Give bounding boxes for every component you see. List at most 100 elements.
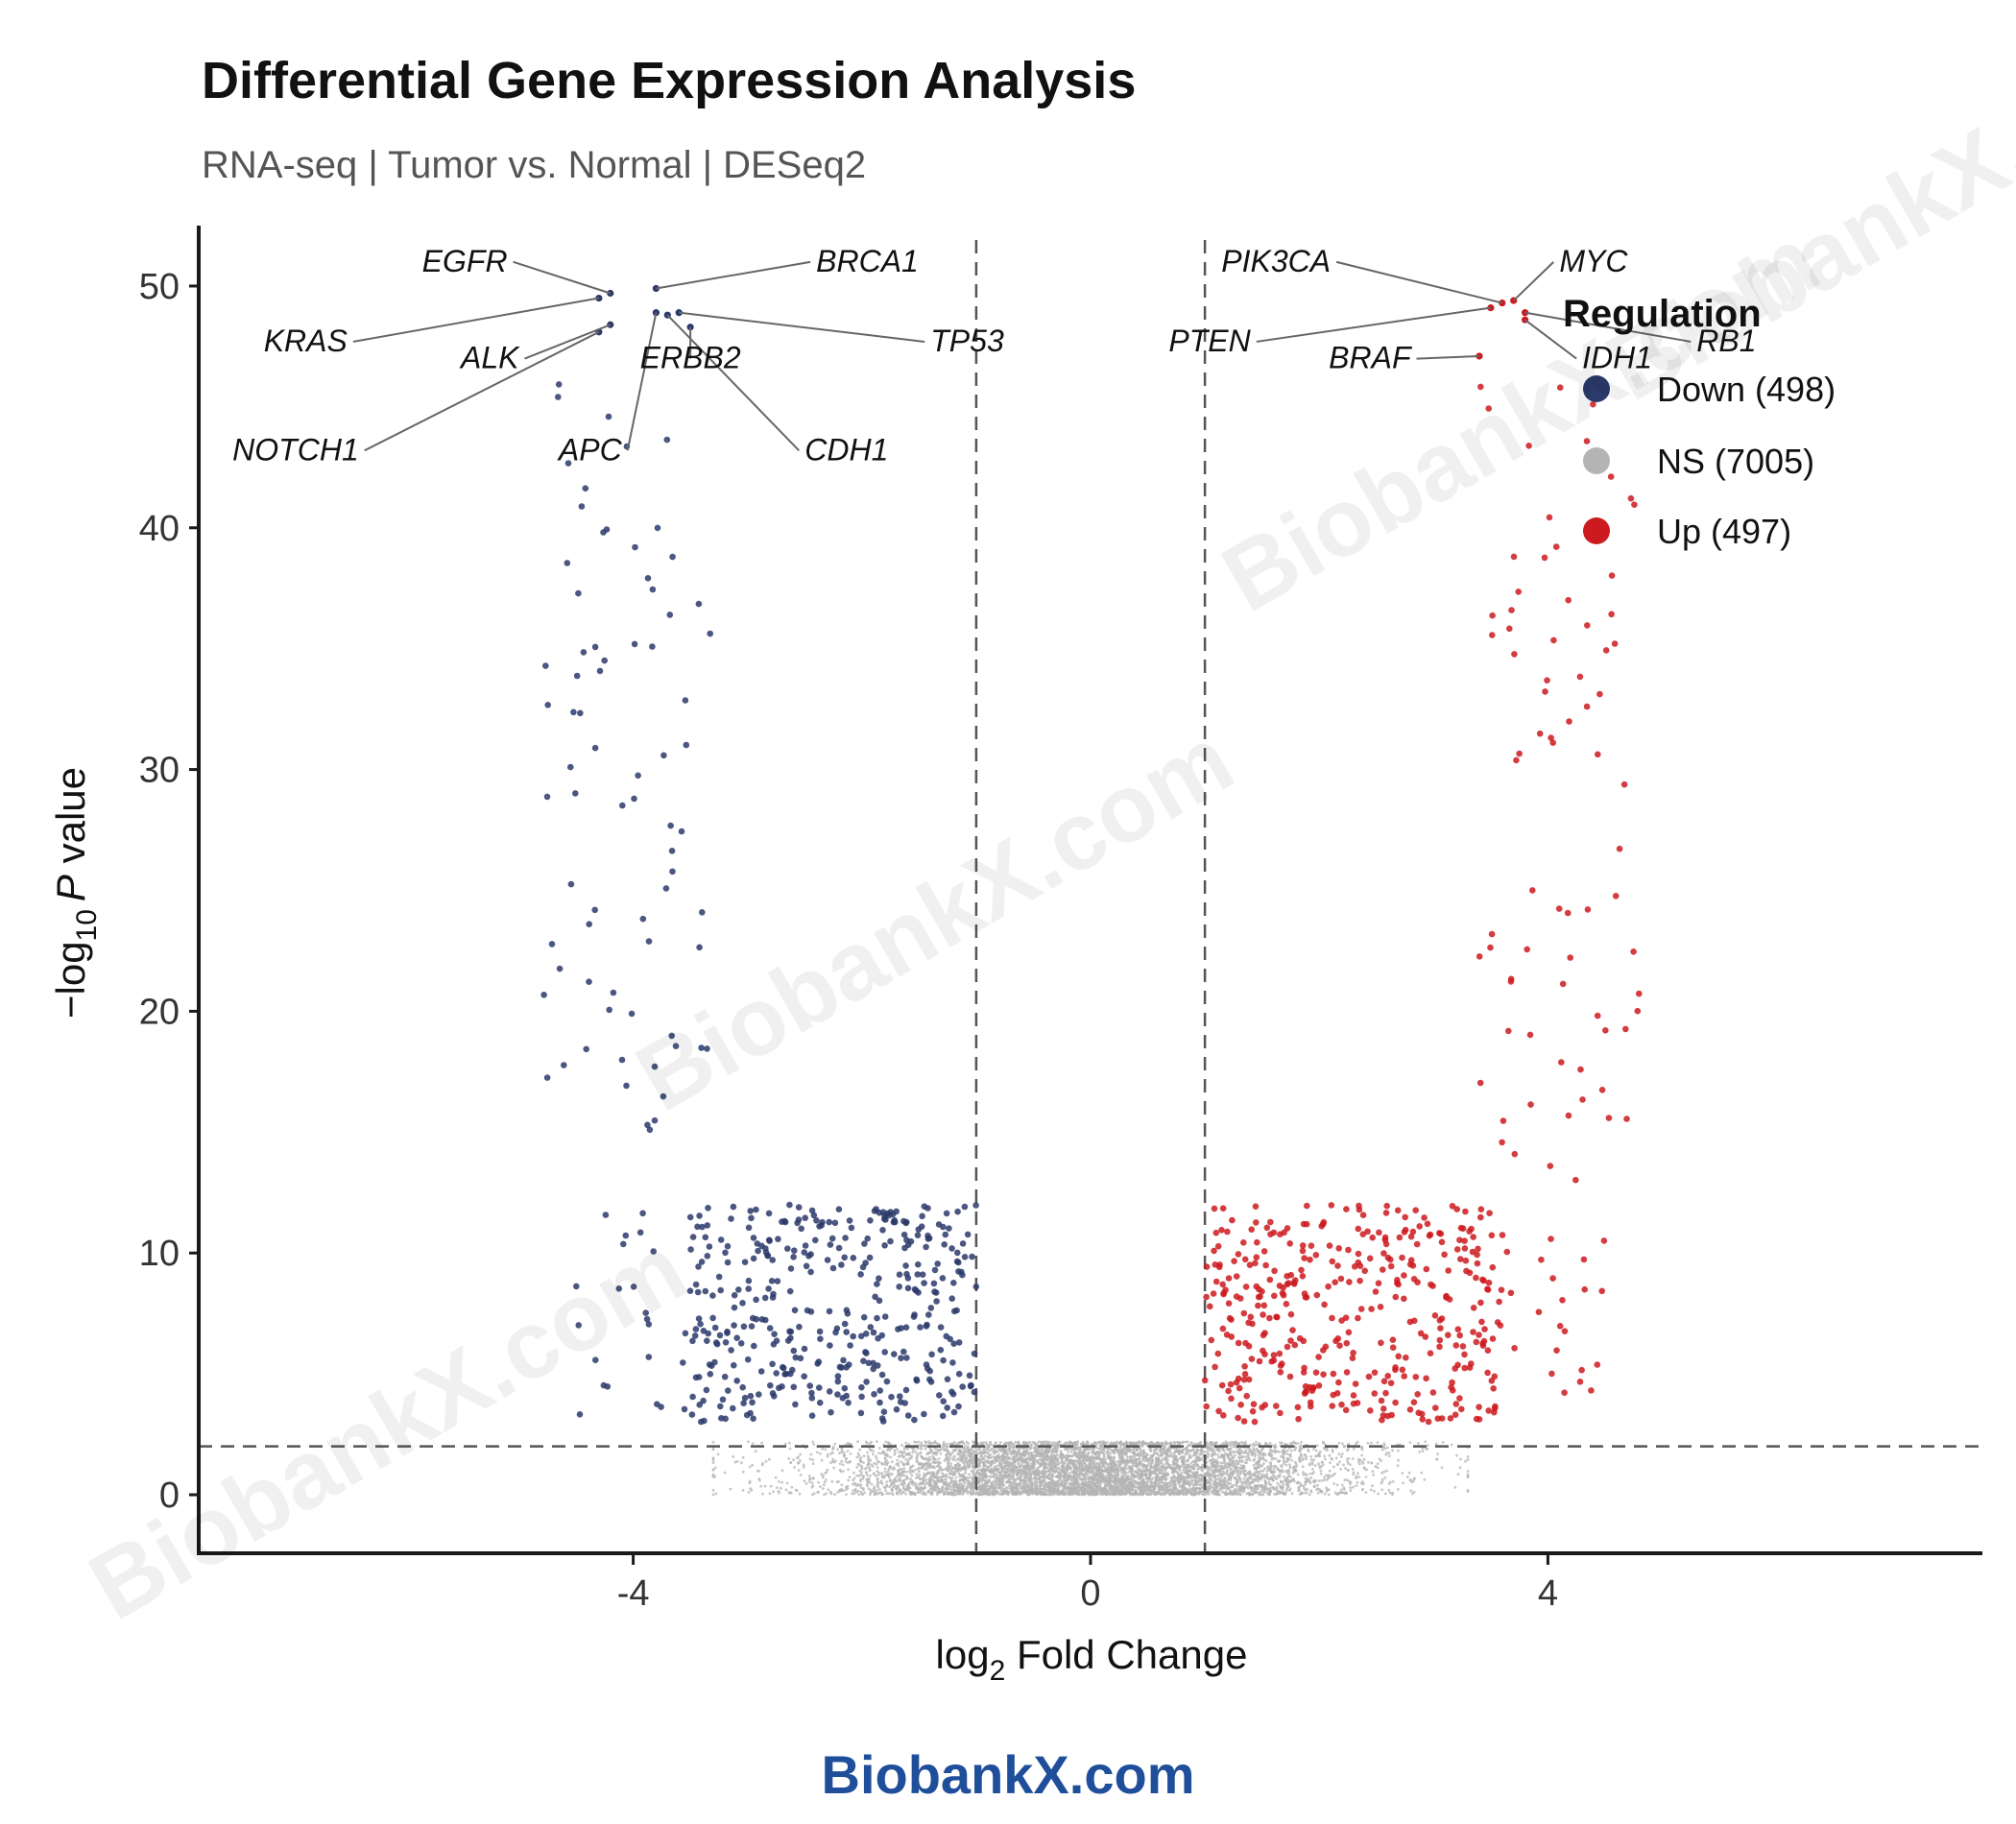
ns-point	[859, 1473, 863, 1476]
ns-point	[1391, 1493, 1394, 1497]
ns-point	[1361, 1488, 1364, 1492]
ns-point	[892, 1466, 896, 1469]
ns-point	[870, 1482, 874, 1486]
ns-point	[1352, 1448, 1356, 1451]
ns-point	[1387, 1488, 1391, 1492]
ns-point	[735, 1460, 739, 1463]
ns-point	[832, 1466, 836, 1470]
ns-point	[1352, 1485, 1355, 1489]
ns-point	[859, 1456, 863, 1459]
ns-point	[917, 1461, 920, 1464]
ns-point	[1124, 1452, 1127, 1456]
ns-point	[948, 1467, 950, 1470]
ns-point	[973, 1467, 977, 1471]
ns-point	[1387, 1482, 1391, 1485]
ns-point	[763, 1484, 767, 1488]
ns-point	[931, 1460, 935, 1464]
ns-point	[914, 1468, 917, 1472]
ns-point	[1307, 1448, 1309, 1452]
ns-point	[826, 1468, 829, 1472]
ns-point	[827, 1488, 830, 1492]
ns-point	[1327, 1474, 1331, 1477]
ns-point	[1237, 1460, 1240, 1464]
ns-point	[848, 1460, 852, 1463]
ns-point	[1206, 1450, 1210, 1453]
ns-point	[1011, 1445, 1015, 1449]
ns-point	[1058, 1440, 1062, 1444]
ns-point	[893, 1449, 897, 1452]
ns-point	[811, 1458, 815, 1461]
ns-point	[1268, 1442, 1272, 1445]
ns-point	[1312, 1458, 1316, 1461]
ns-point	[1332, 1465, 1335, 1469]
ns-point	[996, 1464, 1000, 1467]
ns-point	[833, 1493, 836, 1497]
ns-point	[1299, 1460, 1302, 1463]
ns-point	[1387, 1454, 1391, 1457]
ns-point	[845, 1493, 848, 1496]
ns-point	[819, 1485, 822, 1488]
ns-point	[1342, 1463, 1345, 1467]
chart-title: Differential Gene Expression Analysis	[202, 52, 1136, 109]
ns-point	[1193, 1478, 1196, 1482]
ns-point	[1086, 1442, 1090, 1445]
ns-point	[1073, 1441, 1076, 1444]
ns-point	[897, 1484, 900, 1488]
ns-point	[1278, 1483, 1282, 1487]
ns-point	[1219, 1461, 1222, 1465]
ns-point	[1209, 1448, 1212, 1452]
ns-point	[1198, 1482, 1202, 1486]
ns-point	[866, 1484, 869, 1488]
ns-point	[1281, 1480, 1284, 1483]
ns-point	[1285, 1456, 1289, 1460]
ns-point	[1002, 1483, 1005, 1487]
chart-subtitle: RNA-seq | Tumor vs. Normal | DESeq2	[202, 144, 866, 186]
ns-point	[1373, 1489, 1376, 1493]
ns-point	[942, 1440, 946, 1444]
ns-point	[926, 1451, 930, 1454]
ns-point	[862, 1461, 865, 1465]
ns-point	[1245, 1476, 1249, 1480]
ns-point	[962, 1446, 966, 1450]
ns-point	[1277, 1451, 1281, 1453]
ns-point	[961, 1492, 965, 1496]
ns-point	[915, 1473, 919, 1476]
ns-point	[1293, 1446, 1297, 1449]
ns-point	[1426, 1444, 1429, 1447]
ns-point	[1261, 1470, 1265, 1473]
ns-point	[1370, 1441, 1373, 1445]
ns-point	[1309, 1476, 1313, 1479]
ns-point	[751, 1442, 755, 1446]
ns-point	[711, 1476, 715, 1478]
ns-point	[1317, 1452, 1321, 1455]
ns-point	[954, 1458, 958, 1462]
ns-point	[1466, 1455, 1470, 1458]
ns-point	[1275, 1477, 1279, 1480]
ns-point	[985, 1467, 989, 1471]
ns-point	[1314, 1454, 1318, 1458]
ns-point	[1087, 1452, 1090, 1455]
ns-point	[939, 1452, 943, 1455]
ns-point	[1027, 1452, 1031, 1455]
ns-point	[897, 1464, 900, 1468]
ns-point	[908, 1471, 912, 1475]
ns-point	[1351, 1468, 1355, 1471]
ns-point	[1328, 1453, 1332, 1457]
ns-point	[896, 1458, 900, 1462]
ns-point	[711, 1493, 715, 1497]
ns-point	[928, 1447, 932, 1451]
ns-point	[1338, 1460, 1341, 1464]
ns-point	[1322, 1478, 1326, 1482]
ns-point	[1013, 1442, 1016, 1446]
ns-point	[862, 1454, 866, 1457]
ns-point	[797, 1469, 801, 1472]
ns-point	[1236, 1484, 1238, 1488]
ns-point	[1317, 1479, 1321, 1482]
ns-point	[739, 1461, 743, 1465]
ns-point	[1288, 1465, 1292, 1469]
ns-point	[1140, 1450, 1142, 1453]
ns-point	[1450, 1443, 1453, 1447]
ns-point	[1125, 1467, 1129, 1471]
ns-point	[1070, 1478, 1074, 1482]
